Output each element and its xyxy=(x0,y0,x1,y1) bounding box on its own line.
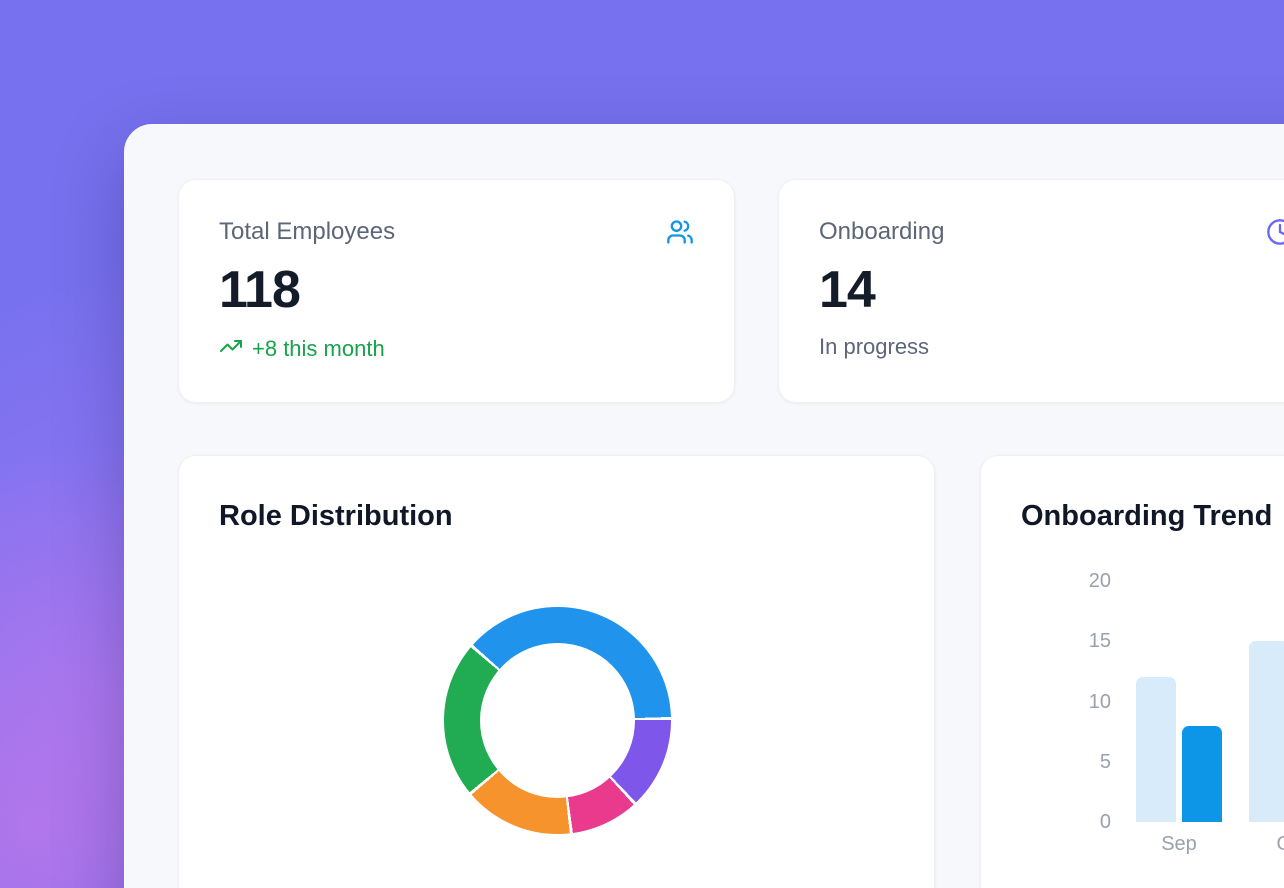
stat-card-header: Onboarding xyxy=(819,218,1284,246)
role-distribution-card: Role Distribution xyxy=(178,455,935,888)
stat-label: Onboarding xyxy=(819,218,945,245)
dark-series-bar xyxy=(1182,726,1222,822)
users-icon xyxy=(666,218,694,246)
stat-card-header: Total Employees xyxy=(219,218,694,246)
dashboard-panel: Total Employees 118 xyxy=(124,124,1284,888)
y-axis-tick: 0 xyxy=(1099,811,1111,833)
stats-row: Total Employees 118 xyxy=(178,179,1284,403)
x-axis-label: Sep xyxy=(1161,833,1197,855)
stat-value: 118 xyxy=(219,261,301,319)
chart-title: Role Distribution xyxy=(219,500,453,532)
y-axis-tick: 20 xyxy=(1088,570,1111,592)
clock-icon xyxy=(1266,218,1284,246)
stat-card-onboarding: Onboarding 14 In progress xyxy=(778,179,1284,403)
onboarding-trend-bar-chart: 0 5 10 15 20 Sep Oct xyxy=(981,456,1284,888)
onboarding-trend-card: Onboarding Trend 0 5 10 15 20 Sep Oct xyxy=(980,455,1284,888)
donut-hole xyxy=(480,643,635,798)
y-axis-tick: 10 xyxy=(1088,690,1111,713)
light-series-bar xyxy=(1249,641,1284,822)
stat-subtext-label: +8 this month xyxy=(252,336,385,361)
charts-row: Role Distribution Onboarding Trend 0 5 10 1… xyxy=(178,455,1284,888)
stat-subtext-label: In progress xyxy=(819,334,930,359)
y-axis-tick: 15 xyxy=(1088,630,1111,653)
role-distribution-donut-chart xyxy=(444,607,671,834)
stat-subtext-positive: +8 this month xyxy=(219,334,694,364)
stat-subtext-neutral: In progress xyxy=(819,334,1284,360)
y-axis-tick: 5 xyxy=(1099,750,1111,773)
light-series-bar xyxy=(1136,677,1176,822)
stat-card-total-employees: Total Employees 118 xyxy=(178,179,735,403)
chart-title: Onboarding Trend xyxy=(1021,500,1273,532)
stat-value: 14 xyxy=(819,261,876,319)
trending-up-icon xyxy=(219,334,243,364)
stat-label: Total Employees xyxy=(219,218,396,245)
x-axis-label: Oct xyxy=(1247,832,1284,856)
